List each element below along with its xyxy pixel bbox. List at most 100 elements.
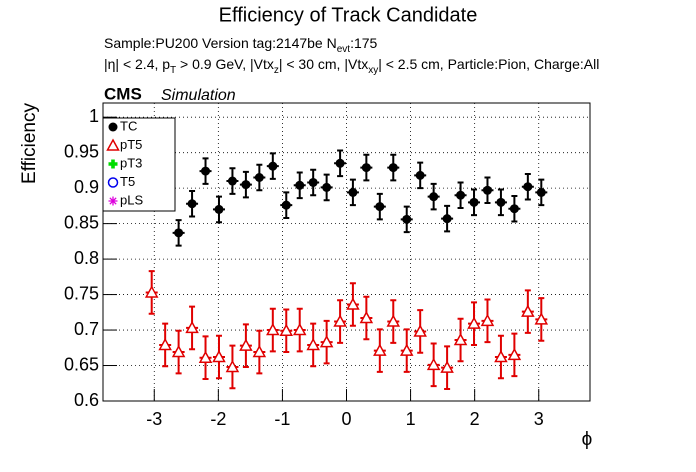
y-tick-label: 1: [89, 106, 99, 126]
subtitle-part: Sample:PU200 Version tag:2147be N: [104, 35, 337, 51]
marker: [187, 199, 197, 209]
marker: [319, 335, 334, 348]
marker: [469, 197, 479, 207]
marker: [536, 187, 546, 197]
marker: [333, 314, 347, 327]
experiment-label: Simulation: [161, 87, 236, 104]
subscript: xy: [368, 65, 378, 76]
marker: [107, 177, 119, 188]
legend-label: pT5: [120, 137, 142, 152]
marker: [268, 161, 278, 171]
marker: [158, 337, 172, 351]
y-tick-label: 0.7: [74, 319, 99, 339]
marker: [108, 159, 118, 169]
marker: [174, 228, 184, 238]
marker: [456, 190, 466, 200]
marker: [361, 163, 371, 173]
marker: [308, 177, 318, 187]
marker: [241, 180, 251, 190]
x-tick-label: 3: [534, 409, 544, 429]
x-axis-label: ϕ: [582, 429, 593, 450]
y-tick-label: 0.9: [74, 177, 99, 197]
x-tick-label: -1: [274, 409, 290, 429]
marker: [198, 350, 213, 363]
subtitle-part: :175: [350, 35, 377, 51]
marker: [266, 322, 280, 336]
marker: [426, 357, 441, 371]
marker: [467, 316, 481, 329]
legend-label: TC: [120, 118, 137, 133]
subtitle-part: | < 2.5 cm, Particle:Pion, Charge:All: [378, 56, 599, 72]
marker: [212, 349, 226, 363]
x-tick-label: 2: [470, 409, 480, 429]
marker: [534, 312, 549, 325]
subtitle-part: | < 30 cm, |Vtx: [279, 56, 368, 72]
marker: [281, 200, 291, 210]
chart-title: Efficiency of Track Candidate: [219, 4, 478, 26]
x-tick-label: 1: [406, 409, 416, 429]
marker: [201, 166, 211, 176]
marker: [185, 320, 199, 334]
experiment: CMS: [104, 84, 142, 103]
marker: [440, 360, 454, 373]
y-tick-label: 0.6: [74, 390, 99, 410]
marker: [480, 313, 495, 327]
y-tick-label: 0.95: [64, 141, 99, 161]
y-tick-label: 0.75: [64, 283, 99, 303]
legend-label: pLS: [120, 192, 143, 207]
marker: [295, 180, 305, 190]
marker: [386, 314, 401, 327]
marker: [482, 185, 492, 195]
marker: [225, 359, 240, 373]
marker: [171, 344, 186, 358]
marker: [106, 138, 120, 151]
marker: [399, 343, 414, 356]
marker: [227, 176, 237, 186]
subscript: T: [170, 65, 176, 76]
legend-label: T5: [120, 174, 135, 189]
subtitle-part: |η| < 2.4, p: [104, 56, 170, 72]
marker: [108, 196, 118, 206]
marker: [442, 214, 452, 224]
x-tick-label: -2: [210, 409, 226, 429]
subtitle: |η| < 2.4, pT > 0.9 GeV, |Vtxz| < 30 cm,…: [104, 56, 599, 76]
marker: [359, 310, 374, 324]
subscript: z: [274, 65, 279, 76]
marker: [523, 182, 533, 192]
subtitle: Sample:PU200 Version tag:2147be Nevt:175: [104, 35, 378, 55]
y-tick-label: 0.65: [64, 354, 99, 374]
marker: [413, 324, 427, 337]
marker: [509, 204, 519, 214]
subscript: evt: [337, 44, 351, 55]
marker: [507, 347, 522, 361]
marker: [214, 204, 224, 214]
marker: [306, 337, 320, 351]
x-tick-label: -3: [146, 409, 162, 429]
marker: [348, 187, 358, 197]
plot-frame: [102, 102, 591, 402]
subtitle-part: > 0.9 GeV, |Vtx: [176, 56, 274, 72]
marker: [292, 322, 307, 336]
marker: [322, 182, 332, 192]
marker: [521, 304, 535, 317]
marker: [254, 173, 264, 182]
marker: [402, 214, 412, 224]
y-axis-label: Efficiency: [19, 103, 40, 184]
marker: [252, 344, 267, 358]
x-tick-label: 0: [341, 409, 351, 429]
marker: [453, 332, 468, 346]
marker: [279, 323, 294, 337]
marker: [429, 192, 439, 202]
marker: [494, 349, 508, 363]
y-tick-label: 0.85: [64, 212, 99, 232]
marker: [346, 297, 360, 310]
marker: [144, 285, 159, 298]
marker: [373, 343, 387, 356]
marker: [496, 197, 506, 207]
marker: [388, 163, 398, 173]
y-tick-label: 0.8: [74, 248, 99, 268]
marker: [239, 338, 253, 351]
